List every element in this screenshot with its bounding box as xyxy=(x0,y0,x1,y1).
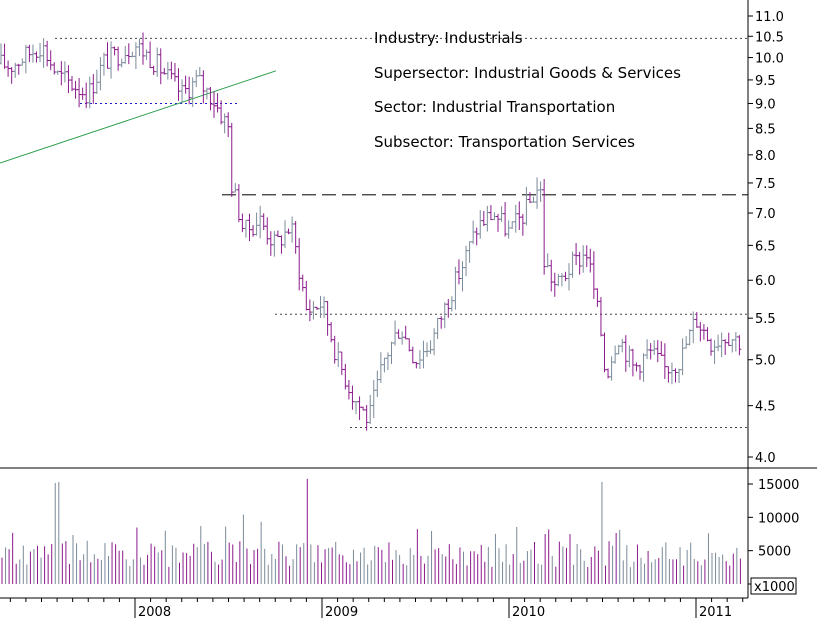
price-tick-label: 7.0 xyxy=(755,207,776,222)
year-label: 2008 xyxy=(138,605,171,620)
price-axis: 11.0 10.5 10.0 9.5 9.0 8.5 8.0 7.5 7.0 6.5 6.0 5.5 5… xyxy=(748,10,784,466)
price-bars xyxy=(0,32,742,431)
year-label: 2011 xyxy=(699,605,732,620)
price-tick-label: 11.0 xyxy=(755,10,784,25)
year-label: 2009 xyxy=(325,605,358,620)
price-tick-label: 9.0 xyxy=(755,97,776,112)
year-label: 2010 xyxy=(512,605,545,620)
volume-tick-label: 10000 xyxy=(758,511,799,526)
price-tick-label: 6.5 xyxy=(755,239,776,254)
trendline-line xyxy=(0,70,277,164)
info-line: Subsector: Transportation Services xyxy=(374,133,635,151)
volume-tick-label: 5000 xyxy=(758,545,791,560)
volume-unit-box xyxy=(750,577,797,595)
time-axis: 2008 2009 2010 2011 xyxy=(0,597,748,620)
price-tick-label: 4.0 xyxy=(755,451,776,466)
price-tick-label: 8.5 xyxy=(755,122,776,137)
price-tick-label: 9.5 xyxy=(755,74,776,89)
info-line: Sector: Industrial Transportation xyxy=(374,98,615,116)
info-panel: Industry: Industrials Supersector: Indust… xyxy=(374,29,681,151)
volume-bars xyxy=(1,478,741,584)
price-tick-label: 8.0 xyxy=(755,149,776,164)
chart-frame xyxy=(0,0,817,598)
trendline xyxy=(0,70,277,164)
volume-tick-label: 15000 xyxy=(758,478,799,493)
price-tick-label: 5.0 xyxy=(755,354,776,369)
price-tick-label: 4.5 xyxy=(755,400,776,415)
price-tick-label: 10.5 xyxy=(755,30,784,45)
price-bar xyxy=(737,335,742,356)
info-line: Industry: Industrials xyxy=(374,29,523,47)
volume-unit-label: x1000 xyxy=(754,580,795,595)
info-line: Supersector: Industrial Goods & Services xyxy=(374,64,681,82)
price-tick-label: 6.0 xyxy=(755,274,776,289)
volume-axis: 150001000050000x1000 xyxy=(748,478,799,595)
price-tick-label: 5.5 xyxy=(755,312,776,327)
price-tick-label: 10.0 xyxy=(755,52,784,67)
price-tick-label: 7.5 xyxy=(755,177,776,192)
